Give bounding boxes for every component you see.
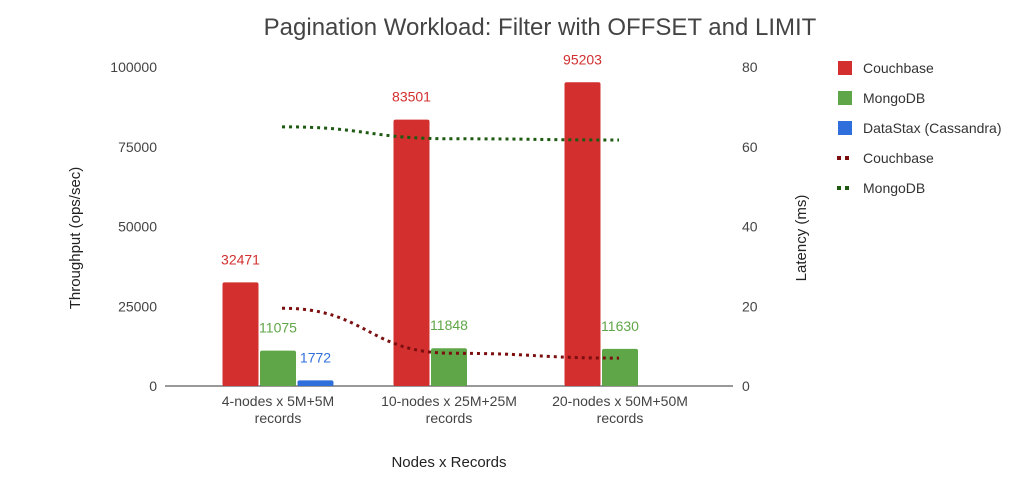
data-label: 1772 <box>300 349 331 365</box>
x-tick-label: 20-nodes x 50M+50M <box>552 393 688 409</box>
trend-line-mongodb <box>281 125 620 142</box>
bar-datastax-cassandra- <box>297 380 334 386</box>
y2-tick-label: 20 <box>742 298 758 314</box>
bar-couchbase <box>222 282 259 386</box>
legend-swatch <box>838 61 852 75</box>
y-axis-right: 0 20 40 60 80 <box>742 59 758 394</box>
y2-tick-label: 0 <box>742 378 750 394</box>
y-tick-label: 0 <box>149 378 157 394</box>
y-tick-label: 100000 <box>110 59 157 75</box>
data-label: 11075 <box>259 320 297 336</box>
data-label: 83501 <box>392 89 431 105</box>
legend-label: MongoDB <box>863 90 925 106</box>
chart-title: Pagination Workload: Filter with OFFSET … <box>264 14 817 41</box>
legend-swatch <box>838 121 852 135</box>
legend: Couchbase MongoDB DataStax (Cassandra) Couc… <box>837 60 1002 196</box>
y-tick-label: 75000 <box>118 139 157 155</box>
legend-label: DataStax (Cassandra) <box>863 120 1002 136</box>
data-label: 32471 <box>221 251 260 267</box>
x-tick-label: records <box>597 410 644 426</box>
x-tick-label: records <box>426 410 473 426</box>
legend-label: Couchbase <box>863 60 934 76</box>
legend-label: Couchbase <box>863 150 934 166</box>
y-tick-label: 50000 <box>118 219 157 235</box>
trend-lines <box>281 125 620 360</box>
y-tick-label: 25000 <box>118 298 157 314</box>
data-label: 11630 <box>601 318 639 334</box>
y-axis-title: Throughput (ops/sec) <box>67 167 84 310</box>
x-tick-label: records <box>255 410 302 426</box>
y2-axis-title: Latency (ms) <box>793 195 810 282</box>
y-axis-left: 0 25000 50000 75000 100000 <box>110 59 157 394</box>
bars <box>222 82 638 387</box>
y2-tick-label: 80 <box>742 59 758 75</box>
legend-swatch <box>838 91 852 105</box>
x-axis-title: Nodes x Records <box>391 454 506 471</box>
y2-tick-label: 60 <box>742 139 758 155</box>
legend-label: MongoDB <box>863 180 925 196</box>
bar-couchbase <box>393 119 430 387</box>
bar-mongodb <box>260 350 296 386</box>
y2-tick-label: 40 <box>742 219 758 235</box>
x-tick-label: 10-nodes x 25M+25M <box>381 393 517 409</box>
data-label: 95203 <box>563 51 602 67</box>
data-label: 11848 <box>430 317 468 333</box>
data-labels: 32471 83501 95203 11075 11848 11630 1772 <box>221 51 639 365</box>
x-tick-label: 4-nodes x 5M+5M <box>222 393 334 409</box>
bar-mongodb <box>602 348 638 386</box>
bar-mongodb <box>431 348 467 386</box>
bar-couchbase <box>564 82 601 386</box>
